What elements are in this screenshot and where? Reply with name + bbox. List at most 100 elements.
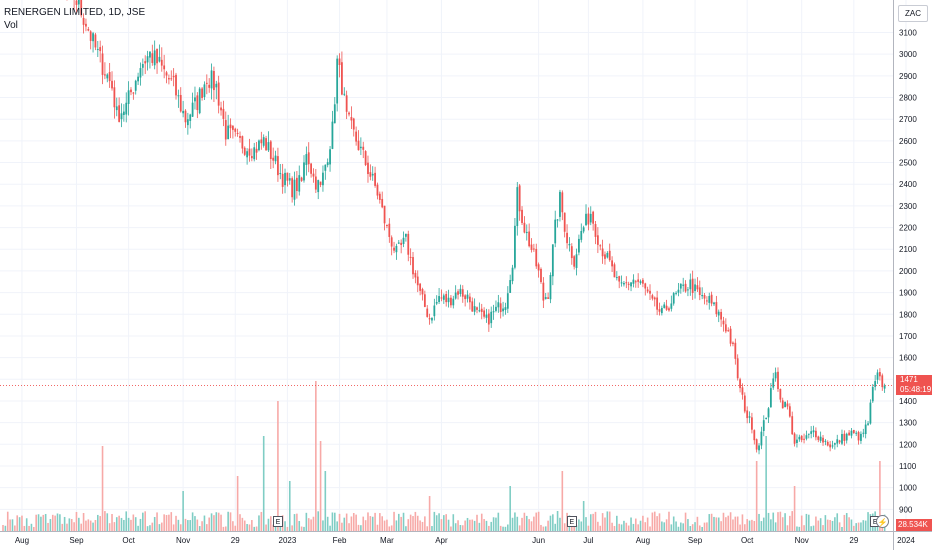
candle-body — [464, 295, 467, 300]
time-tick-label: Jul — [583, 536, 593, 545]
volume-bar — [68, 518, 71, 531]
chart-legend: RENERGEN LIMITED, 1D, JSE Vol — [4, 6, 145, 32]
volume-bar — [722, 512, 725, 531]
volume-bar — [834, 517, 836, 531]
volume-bar — [544, 526, 547, 531]
volume-bar — [421, 521, 424, 531]
candle-body — [435, 302, 438, 304]
candle-body — [729, 328, 732, 344]
candle-body — [703, 295, 706, 299]
volume-bar — [336, 521, 338, 531]
price-axis[interactable]: 9001000110012001300140015001600170018001… — [899, 29, 917, 515]
volume-bar — [125, 511, 128, 531]
candle-body — [772, 378, 775, 388]
volume-bar — [248, 524, 251, 531]
candle-body — [803, 438, 805, 440]
volume-bar — [760, 521, 763, 531]
volume-bar — [227, 511, 229, 531]
candle-body — [295, 177, 298, 191]
lightning-icon[interactable]: ⚡ — [876, 515, 889, 528]
volume-bar — [848, 517, 850, 531]
candle-body — [222, 108, 225, 119]
candle-body — [822, 437, 824, 443]
candle-body — [274, 155, 277, 162]
price-tick-label: 1400 — [899, 397, 917, 406]
candle-body — [355, 131, 358, 142]
volume-bar — [345, 513, 348, 531]
candle-body — [241, 136, 244, 149]
volume-bar — [54, 515, 56, 531]
candle-body — [800, 435, 803, 441]
earnings-event-marker[interactable]: E — [566, 516, 577, 527]
volume-bar — [838, 522, 841, 531]
symbol-title[interactable]: RENERGEN LIMITED, 1D, JSE — [4, 7, 146, 18]
candle-body — [149, 51, 151, 58]
volume-bar — [601, 513, 604, 531]
time-axis[interactable]: Aug Sep Oct Nov 29 2023 Feb Mar Apr Jun Jul Aug Sep O… — [15, 536, 916, 545]
volume-bar — [582, 501, 585, 531]
volume-bar — [293, 514, 296, 531]
candle-body — [196, 95, 199, 111]
candle-body — [521, 209, 523, 223]
earnings-event-marker[interactable]: E — [272, 516, 283, 527]
volume-label[interactable]: Vol — [4, 20, 18, 31]
candle-body — [739, 379, 741, 389]
candle-body — [698, 287, 701, 295]
candle-body — [468, 296, 471, 303]
volume-bar — [348, 523, 350, 531]
candle-body — [409, 256, 412, 258]
volume-bar — [772, 512, 775, 531]
volume-bar — [599, 525, 602, 531]
candle-body — [419, 283, 422, 291]
candle-body — [710, 294, 713, 304]
candle-body — [163, 65, 166, 70]
candle-body — [668, 308, 670, 311]
candle-body — [705, 300, 708, 302]
volume-bar — [623, 520, 625, 531]
volume-bar — [860, 522, 862, 531]
candle-body — [679, 283, 682, 289]
currency-button[interactable]: ZAC — [898, 5, 928, 22]
volume-bar — [876, 526, 879, 531]
volume-bar — [516, 516, 519, 531]
candle-body — [414, 272, 417, 278]
volume-bar — [376, 524, 379, 531]
candle-body — [781, 400, 784, 409]
candle-body — [658, 309, 661, 312]
volume-bar — [92, 522, 94, 531]
candle-body — [108, 72, 111, 82]
volume-bar — [298, 521, 301, 531]
volume-bar — [789, 515, 791, 531]
candle-body — [277, 156, 279, 176]
volume-bar — [277, 401, 279, 531]
volume-bar — [504, 526, 507, 531]
volume-bar — [4, 525, 7, 531]
volume-bar — [47, 522, 49, 531]
candle-body — [708, 296, 711, 303]
volume-bar — [736, 516, 739, 531]
candle-body — [362, 146, 365, 150]
volume-bar — [511, 517, 514, 531]
candle-body — [644, 283, 647, 289]
price-tick-label: 2800 — [899, 94, 917, 103]
volume-bar — [355, 514, 357, 531]
volume-bar — [464, 520, 466, 531]
volume-bar — [187, 520, 189, 531]
volume-bar — [687, 519, 689, 531]
candle-body — [499, 303, 502, 313]
volume-bar — [525, 515, 528, 531]
volume-bar — [170, 512, 173, 531]
candle-body — [881, 375, 884, 388]
volume-bar — [168, 514, 170, 531]
volume-bar — [793, 486, 796, 531]
candle-body — [329, 149, 331, 165]
candle-body — [485, 314, 488, 318]
volume-bar — [56, 513, 59, 531]
volume-bar — [369, 516, 372, 531]
candle-body — [857, 432, 860, 441]
volume-bar — [561, 471, 564, 531]
price-tick-label: 1300 — [899, 419, 917, 428]
price-tick-label: 1200 — [899, 440, 917, 449]
candle-body — [158, 56, 161, 62]
